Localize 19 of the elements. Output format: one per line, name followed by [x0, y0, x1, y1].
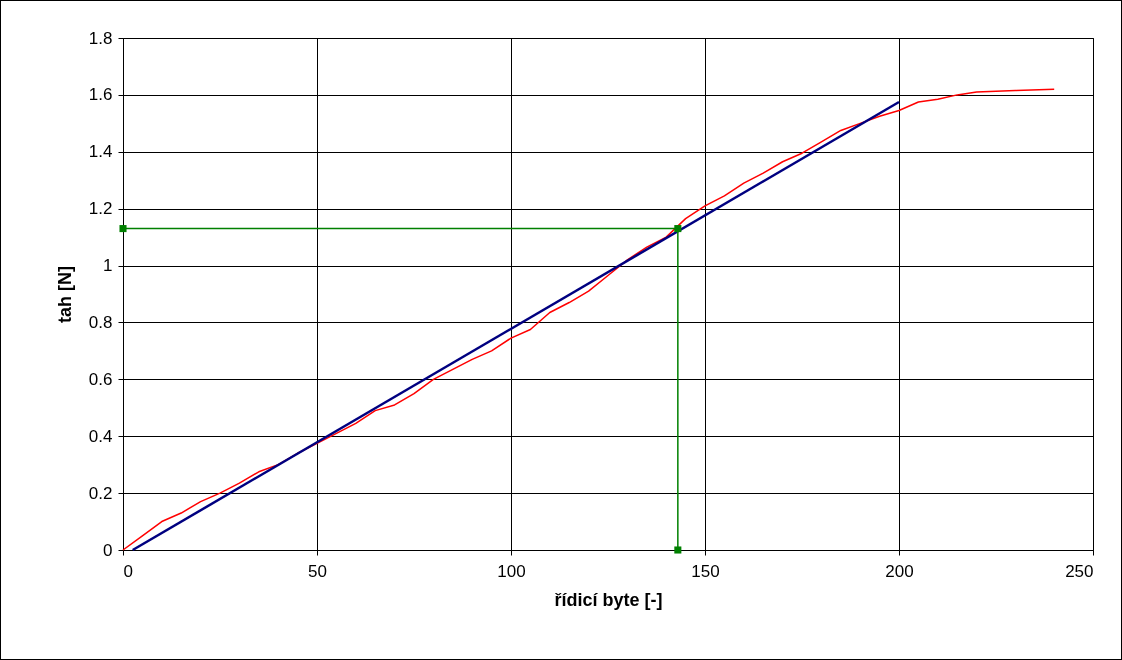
- y-tick-label: 0.4: [88, 426, 113, 446]
- x-axis-title: řídicí byte [-]: [554, 589, 663, 610]
- x-tick-label: 100: [497, 561, 526, 581]
- x-tick-label: 250: [1065, 561, 1094, 581]
- y-tick-label: 0.8: [88, 312, 113, 332]
- y-tick-label: 1: [103, 256, 113, 276]
- y-tick-label: 1.4: [88, 142, 113, 162]
- x-tick-label: 200: [885, 561, 914, 581]
- y-tick-label: 0: [103, 540, 113, 560]
- x-tick-label: 50: [308, 561, 327, 581]
- y-axis-title: tah [N]: [54, 266, 75, 323]
- y-tick-label: 0.6: [88, 369, 113, 389]
- line-series: [122, 88, 1055, 551]
- x-tick-label: 0: [123, 561, 133, 581]
- y-tick-label: 1.8: [88, 28, 113, 48]
- y-tick-label: 1.2: [88, 199, 113, 219]
- y-tick-label: 0.2: [88, 483, 113, 503]
- y-tick-label: 1.6: [88, 85, 113, 105]
- x-tick-label: 150: [691, 561, 720, 581]
